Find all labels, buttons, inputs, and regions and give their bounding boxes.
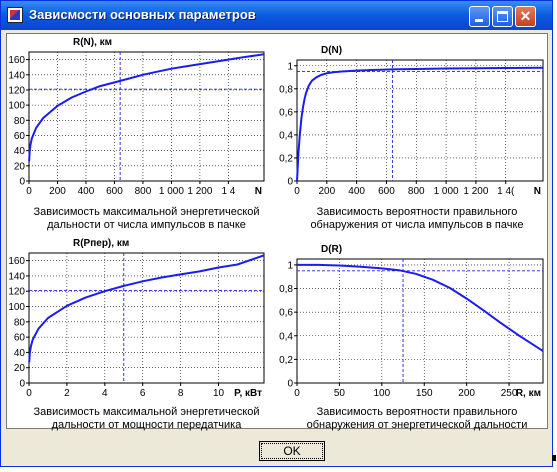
window-title: Зависмости основных параметров [29, 7, 256, 22]
x-tick-label: 100 [373, 388, 390, 399]
x-axis-label: N [255, 186, 262, 197]
y-tick-label: 120 [8, 85, 25, 96]
y-tick-label: 0,4 [279, 130, 293, 141]
y-tick-label: 60 [14, 333, 26, 344]
x-tick-label: 800 [135, 186, 152, 197]
plot-area [28, 252, 265, 384]
x-tick-label: 1 000 [159, 186, 184, 197]
caption-probability-vs-pulses: Зависимость вероятности правильного обна… [310, 206, 524, 231]
x-tick-label: 50 [334, 388, 346, 399]
minimize-button[interactable] [469, 6, 490, 27]
chart-title: R(Pпер), км [73, 238, 129, 249]
y-tick-label: 0,2 [279, 153, 293, 164]
y-tick-label: 120 [8, 287, 25, 298]
y-tick-label: 0 [287, 177, 293, 188]
y-tick-label: 160 [8, 55, 25, 66]
y-tick-label: 40 [14, 146, 26, 157]
y-tick-label: 100 [8, 101, 25, 112]
y-tick-label: 1 [287, 61, 293, 72]
y-tick-label: 1 [287, 260, 293, 271]
x-tick-label: 400 [348, 186, 365, 197]
x-tick-label: 0 [26, 186, 32, 197]
x-tick-label: 2 [64, 388, 70, 399]
x-tick-label: 1 4 [221, 186, 235, 197]
y-tick-label: 80 [14, 116, 26, 127]
x-axis-label: P, кВт [234, 388, 262, 399]
x-tick-label: 6 [140, 388, 146, 399]
x-tick-label: 4 [102, 388, 108, 399]
x-tick-label: 1 200 [463, 186, 488, 197]
x-tick-label: 400 [78, 186, 95, 197]
x-tick-label: 1 200 [187, 186, 212, 197]
y-tick-label: 140 [8, 271, 25, 282]
y-tick-label: 140 [8, 70, 25, 81]
series-line [28, 53, 265, 162]
series-line [297, 263, 544, 352]
x-tick-label: 200 [318, 186, 335, 197]
y-tick-label: 160 [8, 256, 25, 267]
app-icon [7, 7, 23, 23]
screen-edge-mark [552, 455, 556, 461]
y-tick-label: 0 [287, 379, 293, 390]
y-tick-label: 0,6 [279, 107, 293, 118]
y-tick-label: 0,8 [279, 84, 293, 95]
y-tick-label: 0,6 [279, 308, 293, 319]
series-line [296, 66, 544, 182]
chart-title: D(N) [321, 45, 342, 56]
x-tick-label: 0 [294, 388, 300, 399]
x-axis-label: R, км [516, 388, 541, 399]
close-button[interactable]: ✕ [515, 6, 536, 27]
chart-title: R(N), км [73, 37, 112, 48]
x-tick-label: 10 [213, 388, 225, 399]
y-tick-label: 20 [14, 363, 26, 374]
y-tick-label: 100 [8, 302, 25, 313]
x-tick-label: 800 [408, 186, 425, 197]
plot-area [296, 59, 544, 182]
minimize-icon [475, 19, 483, 22]
maximize-button[interactable] [492, 6, 513, 27]
x-tick-label: 250 [501, 388, 518, 399]
x-tick-label: 200 [49, 186, 66, 197]
y-tick-label: 80 [14, 317, 26, 328]
y-tick-label: 20 [14, 161, 26, 172]
chart-title: D(R) [321, 244, 342, 255]
x-tick-label: 150 [416, 388, 433, 399]
y-tick-label: 0 [19, 177, 25, 188]
x-tick-label: 600 [106, 186, 123, 197]
x-tick-label: 0 [26, 388, 32, 399]
x-axis-label: N [534, 186, 541, 197]
plot-area [296, 258, 544, 384]
y-tick-label: 60 [14, 131, 26, 142]
y-tick-label: 0 [19, 379, 25, 390]
y-tick-label: 0,2 [279, 355, 293, 366]
x-tick-label: 1 4( [497, 186, 515, 197]
maximize-icon [497, 11, 508, 22]
series-line [28, 254, 265, 363]
x-tick-label: 1 000 [434, 186, 459, 197]
caption-range-vs-power: Зависимость максимальной энергетической … [33, 406, 260, 431]
caption-range-vs-pulses: Зависимость максимальной энергетической … [33, 206, 260, 231]
close-icon: ✕ [519, 8, 532, 24]
ok-button[interactable]: OK [259, 441, 325, 461]
caption-probability-vs-range: Зависимость вероятности правильного обна… [306, 406, 528, 431]
title-bar[interactable]: Зависмости основных параметров ✕ [1, 1, 552, 30]
y-tick-label: 0,4 [279, 331, 293, 342]
x-tick-label: 0 [294, 186, 300, 197]
y-tick-label: 40 [14, 348, 26, 359]
y-tick-label: 0,8 [279, 284, 293, 295]
x-tick-label: 200 [458, 388, 475, 399]
x-tick-label: 600 [378, 186, 395, 197]
x-tick-label: 8 [178, 388, 184, 399]
